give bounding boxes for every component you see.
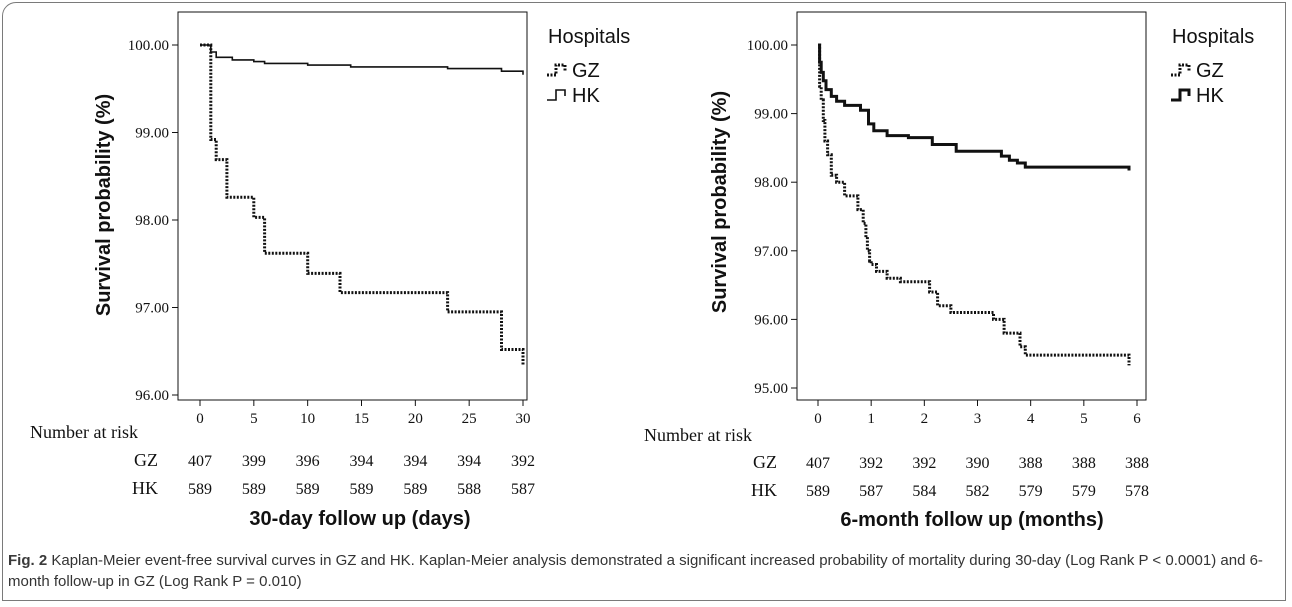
risk-table-value: 394 (403, 453, 427, 470)
risk-table-value: 388 (1072, 455, 1096, 472)
y-tick-label: 96.00 (754, 312, 788, 328)
chart-panel-1: 96.00 97.00 98.00 99.00 100.00 0 5 10 15 20 25 30 Su… (30, 11, 630, 530)
risk-table-label: Number at risk (644, 425, 752, 445)
legend-label-hk: HK (1196, 85, 1224, 107)
y-tick-label: 100.00 (747, 38, 788, 54)
risk-table-value: 394 (350, 453, 374, 470)
y-tick-label: 99.00 (135, 126, 169, 142)
risk-table-label: Number at risk (30, 422, 138, 442)
x-tick-label: 30 (516, 411, 531, 427)
risk-table-value: 588 (457, 481, 481, 498)
x-tick-label: 10 (300, 411, 315, 427)
risk-table-value: 407 (188, 453, 212, 470)
risk-table-value: 392 (912, 455, 936, 472)
risk-table-value: 587 (859, 483, 883, 500)
y-tick-label: 100.00 (128, 38, 169, 54)
legend-title: Hospitals (548, 26, 630, 48)
y-tick-label: 97.00 (135, 301, 169, 317)
risk-table-value: 388 (1019, 455, 1043, 472)
legend-label-gz: GZ (572, 60, 600, 82)
y-tick-label: 98.00 (754, 175, 788, 191)
risk-table-value: 589 (403, 481, 427, 498)
legend-symbol-hk (547, 89, 566, 101)
legend-symbol-gz (1171, 63, 1191, 77)
risk-table-value: 579 (1019, 483, 1043, 500)
y-tick-label: 95.00 (754, 381, 788, 397)
x-tick-label: 3 (974, 411, 982, 427)
x-tick-label: 25 (462, 411, 477, 427)
risk-table-value: 589 (242, 481, 266, 498)
plot-frame (177, 11, 528, 401)
risk-table-value: 390 (966, 455, 990, 472)
risk-table-value: 396 (296, 453, 320, 470)
risk-table-value: 407 (806, 455, 830, 472)
series-line-gz (818, 43, 1131, 366)
y-tick-label: 96.00 (135, 388, 169, 404)
legend-title: Hospitals (1172, 26, 1254, 48)
risk-table-value: 399 (242, 453, 266, 470)
x-tick-label: 0 (196, 411, 204, 427)
risk-table-value: 589 (350, 481, 374, 498)
risk-table-value: 589 (188, 481, 212, 498)
x-tick-label: 20 (408, 411, 423, 427)
y-axis-label: Survival probability (%) (93, 94, 115, 316)
y-tick-label: 99.00 (754, 107, 788, 123)
risk-table-value: 589 (296, 481, 320, 498)
x-axis-label: 6-month follow up (months) (840, 509, 1103, 531)
risk-table-value: 394 (457, 453, 481, 470)
plot-frame (796, 11, 1147, 401)
risk-table-group-hk: HK (751, 480, 777, 500)
x-tick-label: 0 (814, 411, 822, 427)
risk-table-group-gz: GZ (134, 450, 158, 470)
risk-table-value: 392 (511, 453, 535, 470)
x-tick-label: 2 (921, 411, 929, 427)
risk-table-value: 582 (966, 483, 990, 500)
risk-table-group-hk: HK (132, 478, 158, 498)
x-tick-label: 15 (354, 411, 369, 427)
legend-label-hk: HK (572, 85, 600, 107)
caption-label: Fig. 2 (8, 552, 48, 569)
y-tick-label: 97.00 (754, 244, 788, 260)
risk-table-value: 392 (859, 455, 883, 472)
y-tick-label: 98.00 (135, 213, 169, 229)
risk-table-value: 388 (1125, 455, 1149, 472)
x-tick-label: 5 (1080, 411, 1088, 427)
x-tick-label: 1 (867, 411, 875, 427)
series-line-hk (200, 44, 524, 75)
chart-panel-2: 95.00 96.00 97.00 98.00 99.00 100.00 0 1 2 3 4 5 6 Su… (644, 11, 1254, 531)
risk-table-value: 589 (806, 483, 830, 500)
risk-table-value: 579 (1072, 483, 1096, 500)
series-line-gz (200, 43, 525, 366)
caption-text: Kaplan-Meier event-free survival curves … (8, 552, 1263, 590)
risk-table-group-gz: GZ (753, 452, 777, 472)
figure-caption: Fig. 2 Kaplan-Meier event-free survival … (8, 550, 1278, 592)
x-axis-label: 30-day follow up (days) (249, 508, 470, 530)
risk-table-value: 584 (912, 483, 936, 500)
legend-symbol-hk (1171, 88, 1191, 102)
x-tick-label: 5 (250, 411, 258, 427)
legend-symbol-gz (547, 63, 567, 77)
series-line-hk (818, 43, 1131, 171)
y-axis-label: Survival probability (%) (709, 91, 731, 313)
risk-table-value: 578 (1125, 483, 1149, 500)
x-tick-label: 4 (1027, 411, 1035, 427)
x-tick-label: 6 (1133, 411, 1141, 427)
risk-table-value: 587 (511, 481, 535, 498)
legend-label-gz: GZ (1196, 60, 1224, 82)
